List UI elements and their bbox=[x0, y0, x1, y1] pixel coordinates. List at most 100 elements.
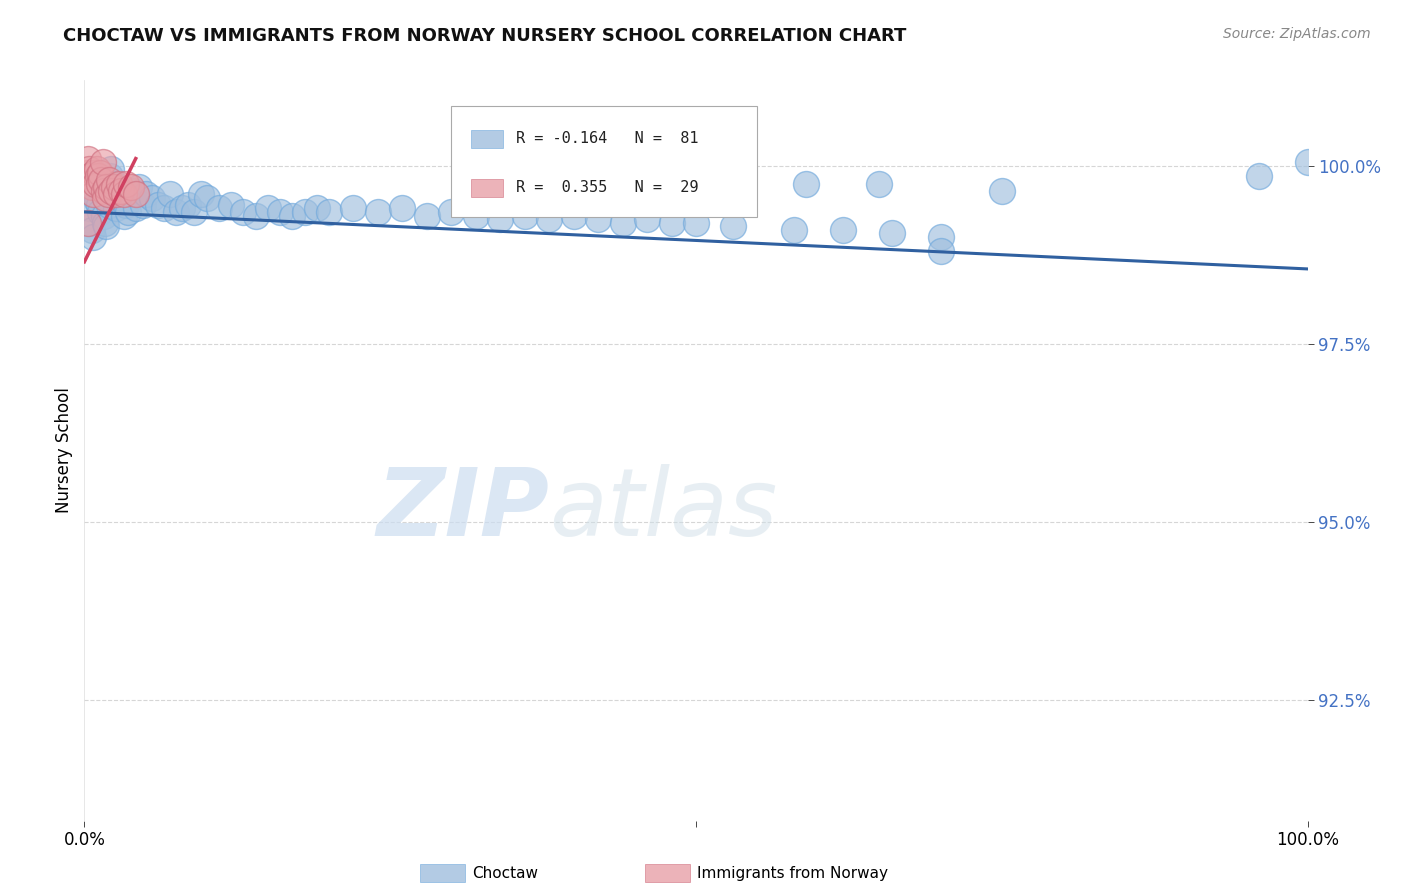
Point bbox=[305, 202, 328, 216]
Point bbox=[77, 216, 100, 230]
Point bbox=[612, 216, 634, 230]
Point bbox=[79, 169, 101, 184]
Point bbox=[165, 205, 187, 219]
Text: CHOCTAW VS IMMIGRANTS FROM NORWAY NURSERY SCHOOL CORRELATION CHART: CHOCTAW VS IMMIGRANTS FROM NORWAY NURSER… bbox=[63, 27, 907, 45]
Point bbox=[82, 230, 104, 244]
Point bbox=[87, 169, 110, 184]
Point bbox=[84, 187, 107, 202]
Point bbox=[87, 198, 110, 212]
Point bbox=[83, 166, 105, 180]
Point bbox=[115, 198, 138, 212]
Point bbox=[90, 173, 112, 187]
Point bbox=[208, 202, 231, 216]
Point bbox=[91, 155, 114, 169]
Point bbox=[586, 212, 609, 227]
Point bbox=[107, 177, 129, 191]
Point bbox=[318, 205, 340, 219]
Point bbox=[269, 205, 291, 219]
Point bbox=[77, 180, 100, 194]
Point bbox=[90, 184, 112, 198]
Point bbox=[183, 205, 205, 219]
Point bbox=[831, 223, 853, 237]
Point bbox=[79, 216, 101, 230]
Point bbox=[128, 180, 150, 194]
Text: Source: ZipAtlas.com: Source: ZipAtlas.com bbox=[1223, 27, 1371, 41]
Point bbox=[77, 162, 100, 177]
Point bbox=[159, 187, 181, 202]
Text: ZIP: ZIP bbox=[377, 464, 550, 556]
Text: R = -0.164   N =  81: R = -0.164 N = 81 bbox=[516, 131, 699, 146]
Point bbox=[94, 191, 117, 205]
Point bbox=[104, 177, 127, 191]
Point bbox=[562, 209, 585, 223]
Point bbox=[125, 202, 148, 216]
Point bbox=[105, 202, 128, 216]
Point bbox=[120, 180, 142, 194]
Point bbox=[991, 184, 1014, 198]
Point bbox=[721, 219, 744, 234]
Point bbox=[794, 177, 817, 191]
Point bbox=[89, 166, 111, 180]
Point bbox=[391, 202, 413, 216]
Point bbox=[464, 209, 486, 223]
Text: Choctaw: Choctaw bbox=[472, 866, 538, 880]
Point bbox=[294, 205, 316, 219]
Point bbox=[367, 205, 389, 219]
Point bbox=[100, 162, 122, 177]
Point bbox=[110, 191, 132, 205]
Point bbox=[97, 198, 120, 212]
Point bbox=[87, 177, 110, 191]
Point bbox=[513, 209, 536, 223]
Point bbox=[80, 223, 103, 237]
Point bbox=[93, 184, 115, 198]
Point bbox=[112, 209, 135, 223]
Point bbox=[880, 227, 903, 241]
Point bbox=[636, 212, 658, 227]
Point bbox=[132, 198, 155, 212]
Point bbox=[77, 202, 100, 216]
Point bbox=[89, 205, 111, 219]
Point bbox=[96, 180, 118, 194]
Point bbox=[93, 209, 115, 223]
Point bbox=[232, 205, 254, 219]
Point bbox=[112, 187, 135, 202]
Point bbox=[135, 187, 157, 202]
Text: Immigrants from Norway: Immigrants from Norway bbox=[697, 866, 889, 880]
Point bbox=[146, 198, 169, 212]
Point bbox=[86, 194, 108, 209]
Point bbox=[661, 216, 683, 230]
Point bbox=[195, 191, 218, 205]
FancyBboxPatch shape bbox=[471, 178, 503, 196]
Point bbox=[172, 202, 194, 216]
Point bbox=[281, 209, 304, 223]
Point bbox=[84, 177, 107, 191]
Point bbox=[96, 219, 118, 234]
Point bbox=[97, 191, 120, 205]
Point bbox=[153, 202, 176, 216]
Point bbox=[87, 173, 110, 187]
Point bbox=[91, 177, 114, 191]
Point bbox=[219, 198, 242, 212]
Point bbox=[86, 162, 108, 177]
Point bbox=[100, 184, 122, 198]
Point bbox=[257, 202, 280, 216]
Text: atlas: atlas bbox=[550, 464, 778, 555]
Point bbox=[440, 205, 463, 219]
Point bbox=[783, 223, 806, 237]
Point bbox=[107, 194, 129, 209]
FancyBboxPatch shape bbox=[451, 106, 758, 218]
Y-axis label: Nursery School: Nursery School bbox=[55, 387, 73, 514]
Point bbox=[105, 187, 128, 202]
Point bbox=[177, 198, 200, 212]
Point bbox=[101, 184, 124, 198]
Point bbox=[98, 169, 121, 184]
Point bbox=[97, 173, 120, 187]
Point bbox=[538, 212, 561, 227]
Point bbox=[76, 169, 98, 184]
Point bbox=[869, 177, 891, 191]
Point bbox=[416, 209, 439, 223]
Point bbox=[1296, 155, 1319, 169]
Point bbox=[94, 216, 117, 230]
Point bbox=[120, 187, 142, 202]
Point bbox=[1247, 169, 1270, 184]
